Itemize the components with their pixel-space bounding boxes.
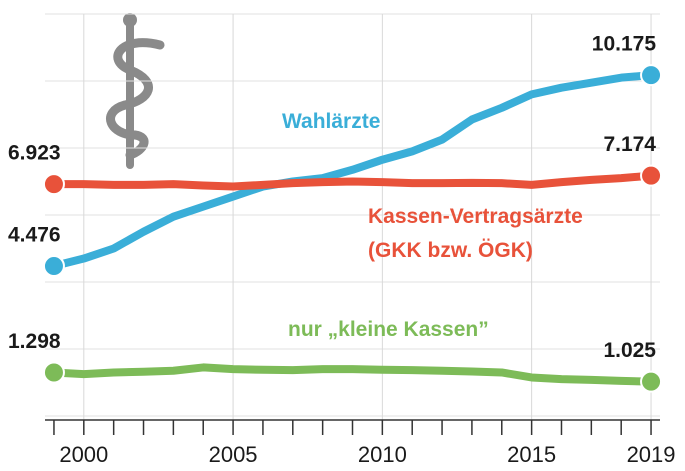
series-line [53, 171, 652, 191]
series-line [52, 71, 652, 270]
end-point [640, 64, 663, 87]
end-point [42, 361, 65, 384]
series-line [53, 363, 652, 386]
value-label: 10.175 [592, 33, 657, 56]
x-tick-label: 2010 [358, 442, 407, 467]
value-label: 4.476 [8, 224, 61, 247]
x-tick-label: 2000 [59, 442, 108, 467]
series-label: Wahlärzte [282, 110, 381, 133]
caduceus-icon [106, 13, 165, 169]
end-point [640, 370, 663, 393]
end-point [42, 173, 65, 196]
x-tick-label: 2019 [627, 442, 676, 467]
value-label: 1.298 [8, 330, 61, 353]
x-tick-label: 2005 [209, 442, 258, 467]
end-point [640, 164, 663, 187]
series-label: nur „kleine Kassen” [288, 318, 489, 341]
value-label: 1.025 [603, 339, 656, 362]
value-label: 7.174 [603, 133, 656, 156]
value-label: 6.923 [8, 142, 61, 165]
x-tick-label: 2015 [507, 442, 556, 467]
series-label: Kassen-Vertragsärzte (GKK bzw. ÖGK) [368, 205, 583, 262]
end-point [42, 255, 65, 278]
